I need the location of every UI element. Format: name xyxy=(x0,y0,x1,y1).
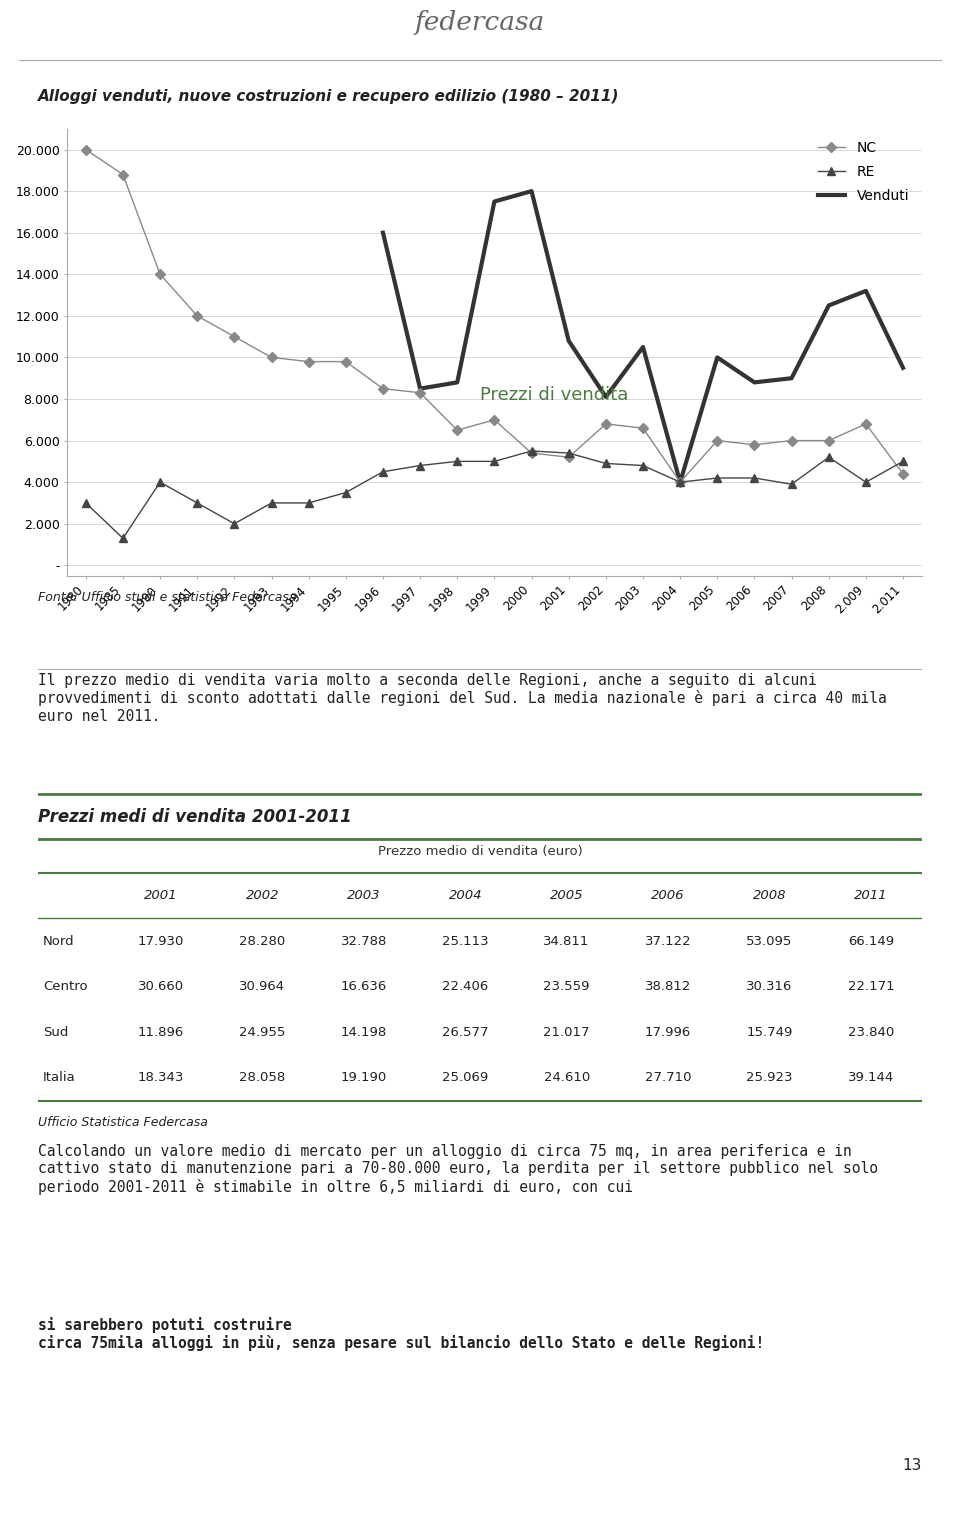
Text: 53.095: 53.095 xyxy=(746,935,793,947)
Text: 23.559: 23.559 xyxy=(543,980,589,994)
Text: 39.144: 39.144 xyxy=(848,1071,894,1085)
Text: 30.316: 30.316 xyxy=(746,980,793,994)
Text: si sarebbero potuti costruire
circa 75mila alloggi in più, senza pesare sul bila: si sarebbero potuti costruire circa 75mi… xyxy=(38,1317,765,1351)
Text: 25.069: 25.069 xyxy=(443,1071,489,1085)
Text: 28.280: 28.280 xyxy=(239,935,285,947)
Text: 25.923: 25.923 xyxy=(746,1071,793,1085)
Text: 2006: 2006 xyxy=(651,889,684,901)
Text: 34.811: 34.811 xyxy=(543,935,589,947)
Text: 2004: 2004 xyxy=(448,889,482,901)
Text: federcasa: federcasa xyxy=(415,11,545,35)
Text: 2005: 2005 xyxy=(550,889,584,901)
Text: 18.343: 18.343 xyxy=(138,1071,184,1085)
Text: 27.710: 27.710 xyxy=(645,1071,691,1085)
Text: Fonte: Ufficio studi e statistica Federcasa: Fonte: Ufficio studi e statistica Federc… xyxy=(38,591,297,604)
Text: 25.113: 25.113 xyxy=(442,935,489,947)
Text: 28.058: 28.058 xyxy=(239,1071,285,1085)
Text: Sud: Sud xyxy=(43,1026,68,1039)
Text: 32.788: 32.788 xyxy=(341,935,387,947)
Text: Calcolando un valore medio di mercato per un alloggio di circa 75 mq, in area pe: Calcolando un valore medio di mercato pe… xyxy=(38,1144,878,1195)
Text: 24.955: 24.955 xyxy=(239,1026,285,1039)
Text: 30.964: 30.964 xyxy=(239,980,285,994)
Text: Italia: Italia xyxy=(43,1071,76,1085)
Text: Nord: Nord xyxy=(43,935,75,947)
Text: Prezzi di vendita: Prezzi di vendita xyxy=(480,386,629,403)
Text: 22.406: 22.406 xyxy=(443,980,489,994)
Text: 26.577: 26.577 xyxy=(442,1026,489,1039)
Text: 23.840: 23.840 xyxy=(848,1026,894,1039)
Text: 17.930: 17.930 xyxy=(138,935,184,947)
Text: 2001: 2001 xyxy=(144,889,178,901)
Text: Alloggi venduti, nuove costruzioni e recupero edilizio (1980 – 2011): Alloggi venduti, nuove costruzioni e rec… xyxy=(38,89,620,105)
Text: Ufficio Statistica Federcasa: Ufficio Statistica Federcasa xyxy=(38,1117,208,1129)
Text: 2002: 2002 xyxy=(246,889,279,901)
Text: 21.017: 21.017 xyxy=(543,1026,589,1039)
Text: Centro: Centro xyxy=(43,980,87,994)
Text: 14.198: 14.198 xyxy=(341,1026,387,1039)
Text: 2011: 2011 xyxy=(854,889,888,901)
Text: 22.171: 22.171 xyxy=(848,980,894,994)
Legend: NC, RE, Venduti: NC, RE, Venduti xyxy=(812,136,915,208)
Text: Il prezzo medio di vendita varia molto a seconda delle Regioni, anche a seguito : Il prezzo medio di vendita varia molto a… xyxy=(38,673,887,724)
Text: 11.896: 11.896 xyxy=(138,1026,184,1039)
Text: 38.812: 38.812 xyxy=(645,980,691,994)
Text: 66.149: 66.149 xyxy=(848,935,894,947)
Text: Prezzi medi di vendita 2001-2011: Prezzi medi di vendita 2001-2011 xyxy=(38,807,352,826)
Text: 13: 13 xyxy=(902,1457,922,1473)
Text: Prezzo medio di vendita (euro): Prezzo medio di vendita (euro) xyxy=(377,845,583,857)
Text: 37.122: 37.122 xyxy=(645,935,691,947)
Text: 16.636: 16.636 xyxy=(341,980,387,994)
Text: 2008: 2008 xyxy=(753,889,786,901)
Text: 17.996: 17.996 xyxy=(645,1026,691,1039)
Text: 30.660: 30.660 xyxy=(138,980,184,994)
Text: 15.749: 15.749 xyxy=(746,1026,793,1039)
Text: 24.610: 24.610 xyxy=(543,1071,589,1085)
Text: 19.190: 19.190 xyxy=(341,1071,387,1085)
Text: 2003: 2003 xyxy=(348,889,380,901)
